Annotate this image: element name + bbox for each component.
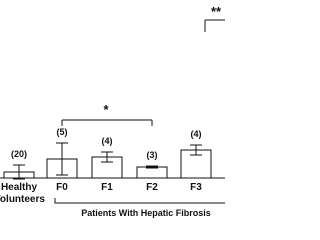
n-label: (3) (147, 150, 158, 160)
page: * ** Patients With Hepatic Fibrosis (20)… (0, 4, 225, 218)
x-tick-label: F1 (101, 182, 113, 193)
n-label: (5) (57, 127, 68, 137)
x-tick-label: F3 (190, 182, 202, 193)
x-tick-label: F0 (56, 182, 68, 193)
group-bracket (54, 198, 225, 204)
sig-label: * (103, 102, 109, 117)
group-label: Patients With Hepatic Fibrosis (81, 208, 210, 218)
bar (136, 166, 168, 179)
chart: * ** Patients With Hepatic Fibrosis (20)… (0, 4, 225, 218)
x-tick-label: Healthy Volunteers (0, 182, 45, 205)
n-label: (20) (11, 149, 27, 159)
n-label: (4) (102, 136, 113, 146)
n-label: (4) (191, 129, 202, 139)
sig-label: ** (211, 4, 222, 19)
x-tick-label: F2 (146, 182, 158, 193)
